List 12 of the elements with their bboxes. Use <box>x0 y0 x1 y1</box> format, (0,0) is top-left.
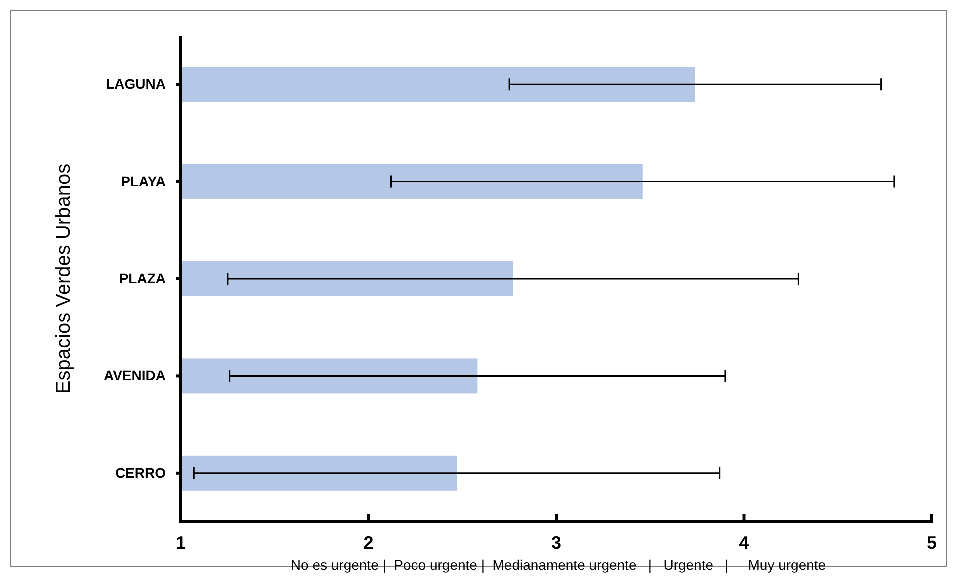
x-tick-label: 3 <box>551 532 562 553</box>
x-tick-label: 2 <box>364 532 374 553</box>
x-axis-title: No es urgente | Poco urgente | Medianamente urgente | Urgente | Muy urgente <box>290 557 826 573</box>
y-axis-title: Espacios Verdes Urbanos <box>53 164 75 394</box>
x-tick-label: 5 <box>926 532 938 553</box>
y-tick-label: PLAZA <box>119 270 166 286</box>
y-tick-label: LAGUNA <box>106 76 166 92</box>
x-tick-label: 4 <box>739 532 750 553</box>
y-tick-label: PLAYA <box>121 173 166 190</box>
y-tick-label: CERRO <box>115 464 166 481</box>
y-tick-label: AVENIDA <box>104 368 166 384</box>
x-tick-label: 1 <box>176 532 186 553</box>
